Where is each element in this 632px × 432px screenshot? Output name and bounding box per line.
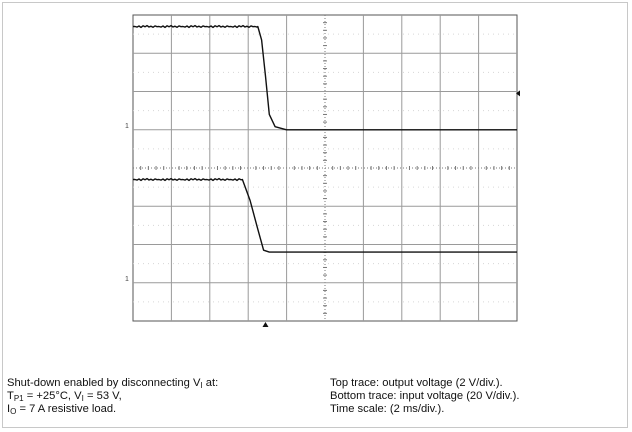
caption-subscript: I: [81, 394, 84, 403]
input-voltage-trace: [133, 177, 517, 253]
output-voltage-trace: [133, 24, 517, 131]
caption-subscript: O: [10, 407, 17, 416]
caption-left-line3: IO = 7 A resistive load.: [7, 403, 218, 416]
trigger-position-marker: [262, 322, 269, 327]
caption-subscript: P1: [13, 394, 24, 403]
caption-text: = 53 V,: [83, 390, 122, 402]
caption-bottom-trace: Bottom trace: input voltage (20 V/div.).: [330, 390, 520, 402]
channel-ground-marker: 1: [125, 276, 129, 283]
caption-left-line2: TP1 = +25°C, VI = 53 V,: [7, 390, 218, 403]
caption-traces: Top trace: output voltage (2 V/div.). Bo…: [330, 377, 519, 416]
caption-text: T: [7, 390, 14, 402]
caption-top-trace: Top trace: output voltage (2 V/div.).: [330, 377, 503, 389]
caption-text: = 7 A resistive load.: [16, 403, 117, 415]
caption-left-line1: Shut-down enabled by disconnecting VI at…: [7, 377, 218, 390]
channel-ground-marker: 1: [125, 123, 129, 130]
figure-frame: [2, 2, 628, 428]
caption-subscript: I: [200, 381, 203, 390]
caption-time-scale: Time scale: (2 ms/div.).: [330, 403, 445, 415]
caption-text: I: [7, 403, 11, 415]
caption-conditions: Shut-down enabled by disconnecting VI at…: [7, 377, 218, 416]
caption-text: Shut-down enabled by disconnecting V: [7, 377, 201, 389]
caption-text: = +25°C, V: [23, 390, 82, 402]
trigger-level-marker: [516, 90, 520, 97]
caption-text: at:: [202, 377, 219, 389]
